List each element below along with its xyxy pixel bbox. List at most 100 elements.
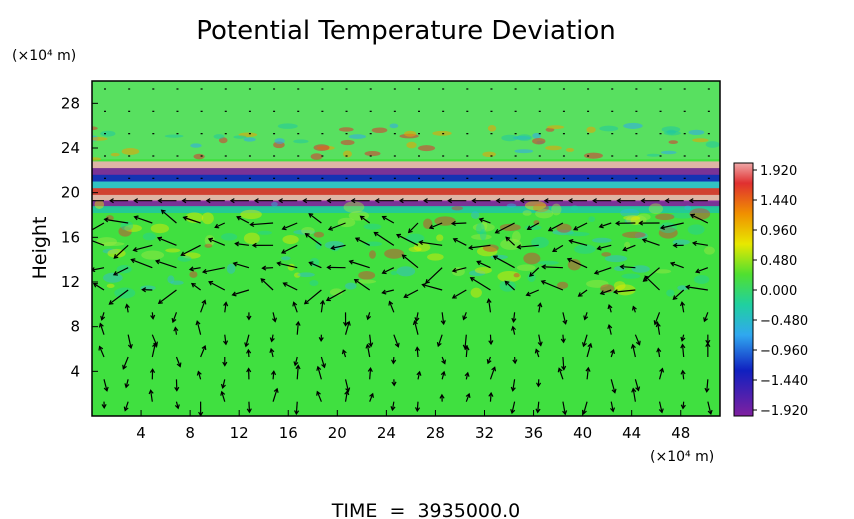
wind-vector [126, 304, 129, 313]
colorbar-labels: 1.920 1.440 0.960 0.480 0.000 −0.480 −0.960 −1.… [753, 164, 808, 419]
wind-vector-head [391, 381, 397, 387]
wind-vector-head [236, 215, 242, 221]
wind-vector-head [631, 387, 637, 393]
x-axis: 4 8 12 16 20 24 28 32 36 40 44 48 [136, 410, 690, 442]
wind-vector [133, 244, 153, 251]
ripple [340, 139, 355, 146]
wind-vector [366, 344, 371, 358]
wind-vector [465, 393, 470, 402]
turbulence-blob [201, 212, 214, 225]
wind-vector-head [610, 407, 616, 413]
wind-vector-head [246, 348, 252, 354]
wind-vector-head [388, 300, 394, 306]
wind-vector [127, 334, 132, 349]
wind-vector [293, 302, 298, 313]
wind-vector [183, 216, 201, 224]
wind-vector-head [246, 408, 252, 414]
x-tick-label: 28 [426, 424, 445, 442]
wind-vector [416, 347, 419, 358]
turbulence-blob [472, 223, 495, 232]
wind-vector-head [381, 215, 387, 221]
turbulence-blob [427, 253, 444, 261]
wind-vector [326, 289, 346, 301]
wind-vector-head [223, 301, 229, 307]
turbulence-blob [634, 232, 648, 240]
wind-vector-head [642, 277, 648, 282]
turbulence-blob [226, 263, 236, 274]
turbulence-blob [363, 223, 382, 230]
wind-vector-head [615, 220, 620, 226]
wind-vector-head [269, 337, 275, 343]
turbulence-blob [500, 238, 522, 250]
wind-vector [608, 304, 612, 313]
wind-vector-head [171, 317, 177, 324]
wind-vector-head [205, 198, 211, 204]
turbulence-blob [142, 232, 157, 241]
wind-vector [272, 312, 276, 322]
wind-vector [369, 368, 372, 380]
wind-vector-head [560, 338, 566, 344]
wind-vector [104, 218, 129, 224]
wind-vector-head [188, 266, 194, 272]
wind-vector-head [368, 342, 374, 348]
wind-vector-head [452, 238, 458, 243]
turbulence-blob [282, 235, 299, 245]
wind-vector [191, 283, 201, 291]
ripple [338, 127, 354, 132]
wind-vector [632, 344, 636, 358]
wind-vector-head [653, 320, 659, 326]
wind-vector [344, 391, 348, 402]
wind-vector [512, 312, 516, 322]
wind-vector-head [447, 198, 453, 204]
wind-vector-head [462, 344, 468, 350]
wind-vector-head [462, 315, 468, 321]
wind-vector [328, 222, 346, 231]
colorbar-label: 1.440 [760, 194, 797, 209]
wind-vector [706, 379, 709, 392]
time-footer: TIME = 3935000.0 [331, 500, 520, 519]
wind-vector [236, 216, 250, 224]
wind-vector-head [598, 223, 604, 229]
band-stripe [92, 194, 720, 202]
wind-vector-head [689, 213, 696, 219]
y-units-label: (×10⁴ m) [12, 48, 76, 64]
turbulence-blob [423, 218, 433, 230]
wind-vector [214, 222, 226, 228]
wind-vector-head [141, 287, 147, 293]
wind-vector-head [123, 406, 129, 412]
turbulence-blob [257, 230, 272, 235]
wind-vector [693, 242, 708, 246]
wind-vector [493, 255, 515, 269]
x-axis-label: (×10⁴ m) [650, 449, 714, 465]
wind-vector [125, 379, 129, 388]
wind-vector-head [705, 342, 711, 348]
x-tick-label: 48 [671, 424, 690, 442]
wind-vector [260, 278, 274, 291]
wind-vector [308, 213, 322, 224]
colorbar-label: 0.960 [760, 224, 797, 239]
ripple [371, 127, 388, 134]
turbulence-blob [566, 231, 590, 237]
wind-vector [658, 401, 663, 413]
wind-vector [208, 281, 226, 291]
wind-vector [320, 300, 324, 313]
wind-vector-head [249, 221, 255, 228]
wind-vector-head [707, 409, 713, 416]
y-axis: 4 8 12 16 20 24 28 [61, 94, 98, 380]
wind-vector-head [86, 199, 89, 203]
wind-vector-head [113, 254, 119, 259]
band-stripe [92, 161, 720, 169]
wind-vector-head [486, 298, 492, 304]
turbulence-blob [601, 252, 612, 257]
turbulence-blob [103, 272, 123, 283]
wind-vector [151, 343, 156, 358]
wind-vector [196, 321, 202, 335]
wind-vector-head [369, 392, 374, 398]
wind-vector-head [685, 284, 691, 290]
wind-vector-head [365, 343, 371, 349]
wind-vector-head [133, 198, 139, 204]
turbulence-blob [101, 241, 125, 246]
wind-vector-head [610, 348, 616, 355]
ripple [348, 134, 367, 139]
wind-vector-head [412, 319, 418, 326]
